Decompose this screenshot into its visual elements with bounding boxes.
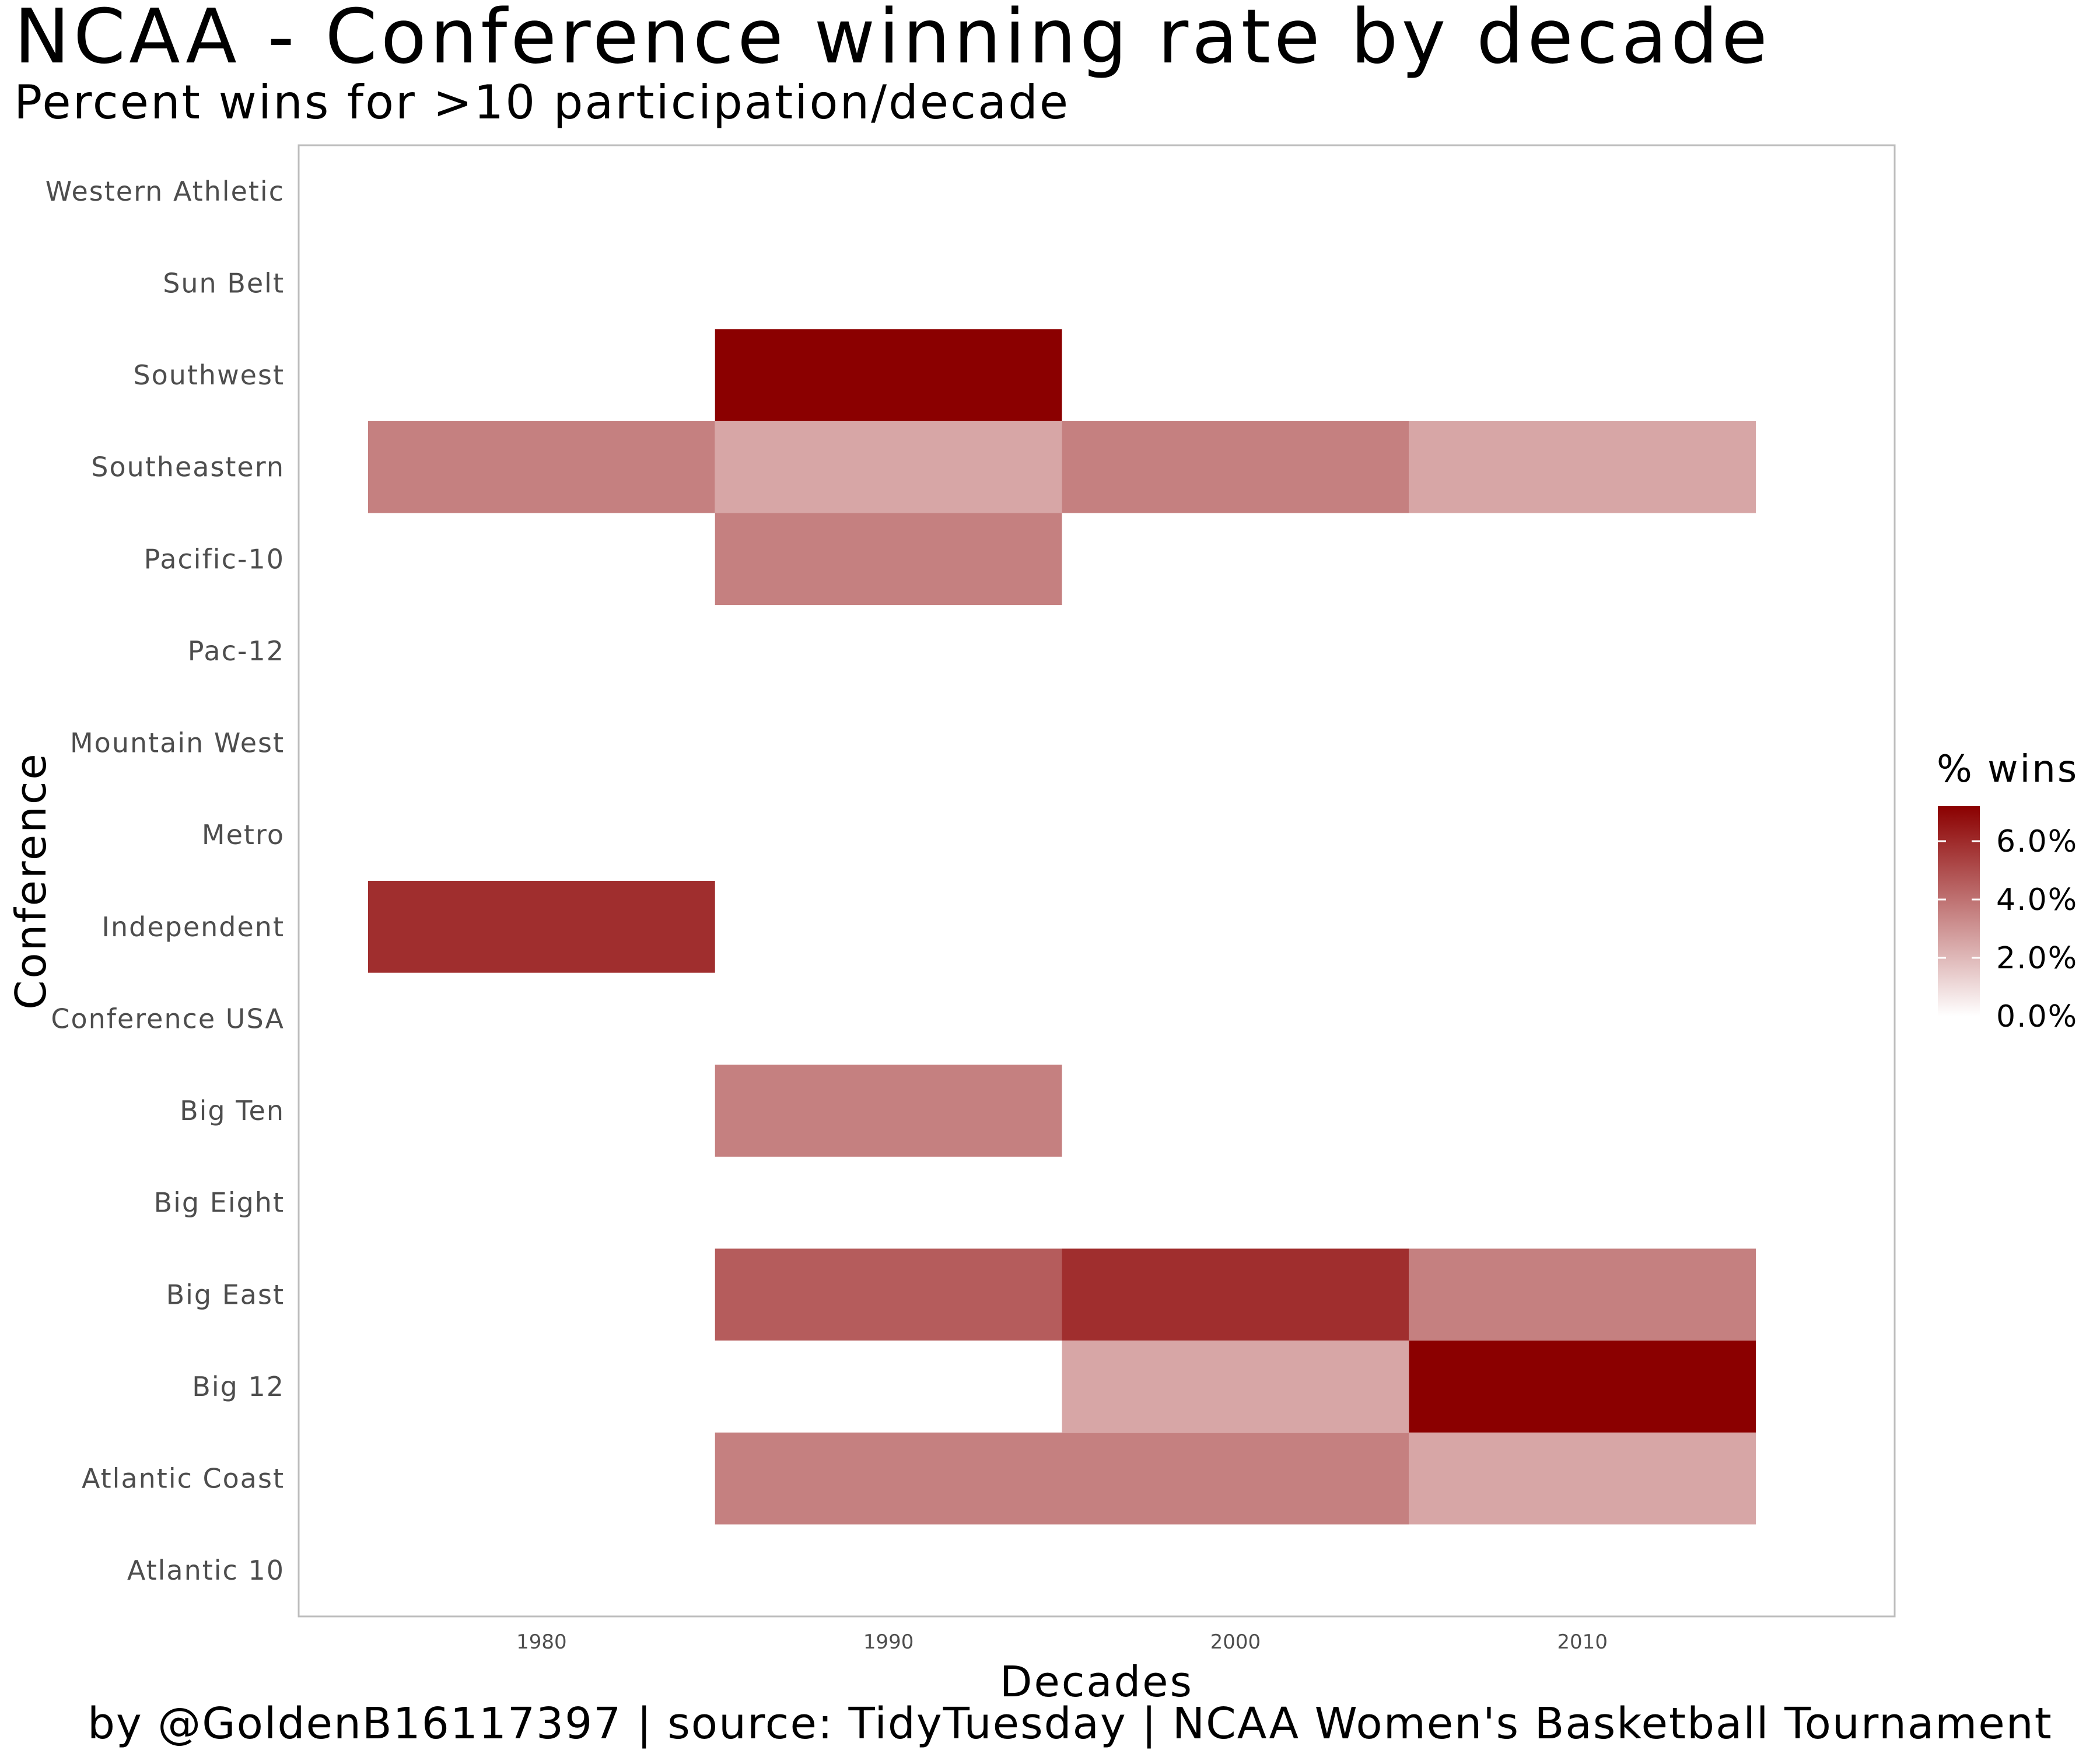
legend-colorbar <box>1938 806 1980 1016</box>
y-tick-label: Independent <box>102 911 285 943</box>
legend-tick-label: 6.0% <box>1996 824 2078 859</box>
heatmap-cell <box>715 513 1062 606</box>
heatmap-cell <box>715 1432 1062 1525</box>
legend-tick-label: 4.0% <box>1996 883 2078 918</box>
y-tick-label: Pacific-10 <box>144 543 285 575</box>
heatmap-cell <box>715 1248 1062 1341</box>
heatmap-cell <box>368 421 715 513</box>
y-tick-label: Southwest <box>133 359 285 391</box>
y-tick-label: Conference USA <box>51 1003 285 1034</box>
y-tick-label: Big Ten <box>180 1095 285 1126</box>
heatmap-cell <box>715 421 1062 513</box>
color-legend: % wins 0.0% 2.0% 4.0% 6.0% <box>1937 748 2078 1034</box>
legend-title: % wins <box>1937 748 2078 791</box>
y-tick-label: Western Athletic <box>46 176 285 207</box>
x-axis-title: Decades <box>1000 1657 1194 1706</box>
heatmap-cell <box>715 1065 1062 1157</box>
legend-ticks: 0.0% 2.0% 4.0% 6.0% <box>1938 824 2078 1034</box>
y-tick-label: Sun Belt <box>163 267 285 299</box>
heatmap-cell <box>1409 1432 1756 1525</box>
x-tick-label: 2010 <box>1557 1630 1608 1654</box>
y-tick-label: Pac-12 <box>188 635 285 667</box>
y-tick-label: Metro <box>202 819 285 850</box>
x-axis-ticks: 1980 1990 2000 2010 <box>516 1630 1608 1654</box>
heatmap-cell <box>1062 421 1409 513</box>
y-tick-label: Atlantic Coast <box>82 1463 285 1494</box>
heatmap-cell <box>368 881 715 973</box>
heatmap-cell <box>1409 1248 1756 1341</box>
y-tick-label: Mountain West <box>70 727 285 759</box>
heatmap-cell <box>1062 1340 1409 1433</box>
y-tick-label: Big 12 <box>192 1371 285 1402</box>
heatmap-cell <box>1062 1432 1409 1525</box>
heatmap-cell <box>1062 1248 1409 1341</box>
x-tick-label: 2000 <box>1210 1630 1261 1654</box>
chart-subtitle: Percent wins for >10 participation/decad… <box>14 75 1070 130</box>
heatmap-cells <box>368 329 1756 1525</box>
heatmap-cell <box>715 329 1062 421</box>
y-tick-label: Big East <box>166 1279 285 1310</box>
chart-title: NCAA - Conference winning rate by decade <box>14 0 1771 80</box>
heatmap-cell <box>1409 1340 1756 1433</box>
legend-tick-label: 2.0% <box>1996 941 2078 976</box>
y-tick-label: Southeastern <box>91 452 285 483</box>
panel-border <box>298 144 1896 1618</box>
chart-caption: by @GoldenB16117397 | source: TidyTuesda… <box>88 1699 2053 1749</box>
heatmap-cell <box>1409 421 1756 513</box>
y-axis-title: Conference <box>6 752 55 1009</box>
x-tick-label: 1990 <box>863 1630 914 1654</box>
y-tick-label: Atlantic 10 <box>127 1555 285 1586</box>
y-axis-ticks: Atlantic 10 Atlantic Coast Big 12 Big East B… <box>46 176 285 1586</box>
x-tick-label: 1980 <box>516 1630 567 1654</box>
y-tick-label: Big Eight <box>154 1187 285 1219</box>
legend-tick-label: 0.0% <box>1996 999 2078 1034</box>
